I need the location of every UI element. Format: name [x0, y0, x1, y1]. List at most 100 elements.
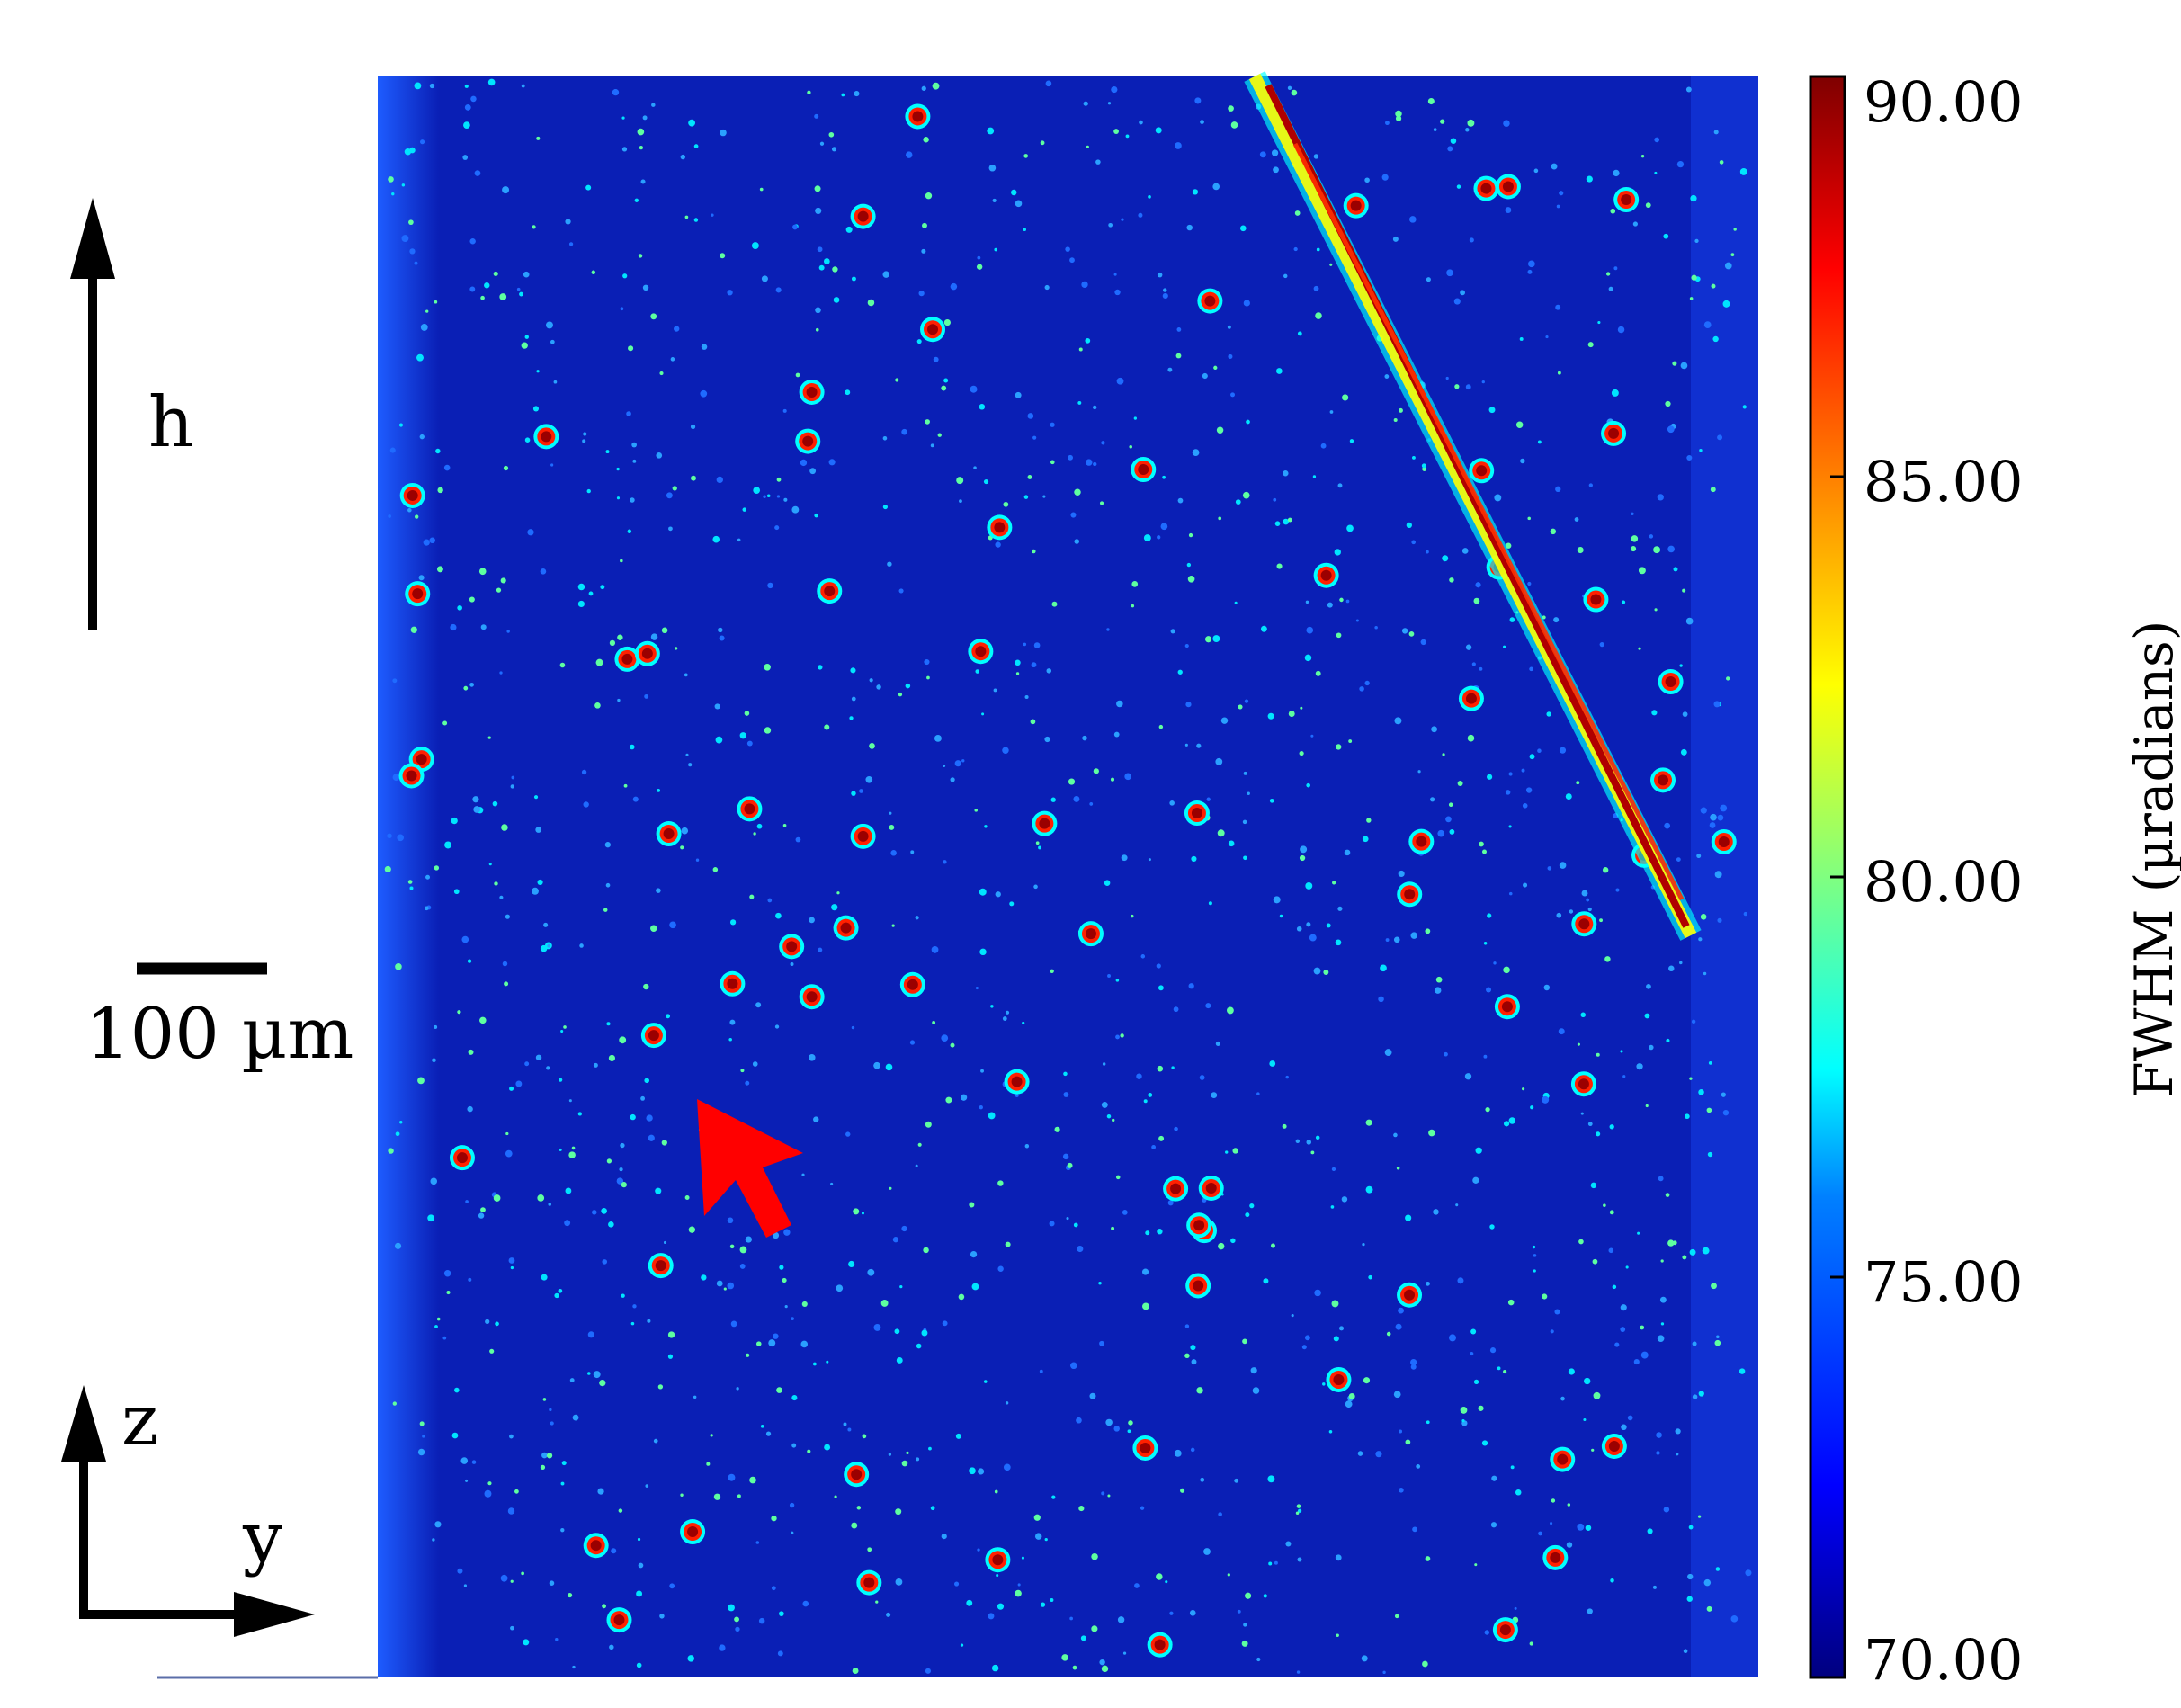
map-hotspot [613, 1614, 625, 1626]
map-speckle [950, 1042, 955, 1048]
map-speckle [1359, 686, 1364, 692]
map-speckle [1167, 367, 1173, 372]
map-speckle [886, 1612, 891, 1617]
map-speckle [621, 116, 625, 120]
map-speckle [559, 662, 566, 668]
map-speckle [1242, 491, 1250, 499]
map-speckle [1665, 1193, 1670, 1197]
map-speckle [1297, 1508, 1302, 1513]
map-speckle [1243, 771, 1247, 775]
map-speckle [409, 886, 414, 890]
map-speckle [729, 919, 737, 926]
map-speckle [889, 1186, 892, 1190]
map-speckle [1133, 416, 1138, 420]
map-speckle [417, 1448, 425, 1456]
map-speckle [632, 1304, 637, 1309]
map-speckle [661, 627, 668, 634]
map-speckle [1712, 335, 1719, 343]
map-right-edge [1691, 76, 1758, 1677]
map-speckle [1355, 619, 1359, 622]
map-speckle [853, 1208, 860, 1215]
map-speckle [1185, 702, 1192, 708]
map-speckle [1668, 965, 1675, 972]
map-speckle [424, 906, 429, 911]
map-speckle [391, 192, 395, 196]
map-speckle [1426, 1420, 1430, 1425]
map-hotspot [975, 646, 987, 657]
map-speckle [560, 1029, 564, 1033]
map-speckle [605, 450, 610, 454]
map-speckle [888, 1453, 892, 1456]
map-speckle [1425, 928, 1431, 934]
map-speckle [1730, 253, 1735, 257]
map-speckle [659, 1614, 665, 1619]
map-speckle [1362, 836, 1369, 843]
map-speckle [1654, 137, 1660, 143]
map-speckle [1267, 712, 1274, 720]
map-speckle [1188, 532, 1193, 538]
map-speckle [1158, 985, 1164, 991]
map-speckle [1405, 1439, 1411, 1445]
map-speckle [540, 568, 547, 575]
map-speckle [1065, 246, 1070, 252]
map-speckle [1003, 501, 1009, 507]
map-speckle [434, 1024, 438, 1029]
map-speckle [1449, 1334, 1456, 1342]
map-speckle [432, 1058, 436, 1063]
map-speckle [1515, 421, 1524, 428]
map-speckle [1306, 626, 1314, 634]
map-speckle [630, 497, 635, 503]
map-speckle [1505, 207, 1512, 213]
map-speckle [435, 448, 441, 454]
map-speckle [443, 1270, 451, 1277]
map-speckle [1050, 797, 1056, 802]
map-speckle [753, 487, 761, 494]
map-speckle [737, 1494, 741, 1498]
map-speckle [1015, 391, 1022, 398]
map-speckle [436, 566, 443, 573]
map-speckle [1230, 1238, 1236, 1244]
map-hotspot [541, 431, 552, 443]
map-speckle [841, 93, 845, 97]
map-speckle [502, 961, 508, 967]
map-speckle [1267, 1475, 1275, 1483]
map-speckle [771, 1515, 777, 1522]
map-speckle [1569, 909, 1574, 914]
map-speckle [1155, 127, 1162, 134]
map-speckle [1587, 907, 1592, 912]
map-speckle [473, 806, 481, 813]
map-speckle [1249, 1203, 1255, 1209]
map-speckle [1515, 1489, 1522, 1496]
map-speckle [1085, 337, 1091, 344]
map-speckle [850, 667, 856, 674]
map-speckle [1698, 1391, 1704, 1397]
map-speckle [1074, 539, 1079, 544]
map-speckle [478, 568, 487, 576]
map-speckle [1684, 1113, 1690, 1120]
map-speckle [1430, 797, 1435, 802]
map-speckle [1148, 195, 1151, 199]
map-speckle [1306, 922, 1311, 927]
map-speckle [1077, 400, 1082, 405]
map-speckle [623, 783, 628, 788]
map-hotspot [1608, 427, 1620, 439]
map-speckle [509, 1086, 514, 1091]
map-speckle [1243, 855, 1247, 861]
map-speckle [1685, 86, 1692, 93]
map-speckle [1174, 1126, 1178, 1131]
map-speckle [997, 1265, 1004, 1272]
map-speckle [1189, 1609, 1196, 1616]
map-speckle [670, 357, 675, 362]
map-speckle [783, 497, 788, 502]
map-speckle [729, 1244, 735, 1249]
map-speckle [1491, 1475, 1497, 1481]
map-speckle [1631, 535, 1639, 542]
map-speckle [514, 1489, 519, 1494]
map-speckle [715, 736, 723, 744]
map-speckle [1587, 342, 1594, 348]
map-speckle [1555, 304, 1561, 310]
map-speckle [885, 1063, 893, 1071]
map-speckle [861, 1212, 865, 1215]
map-speckle [1005, 1010, 1010, 1015]
map-speckle [1027, 413, 1034, 419]
